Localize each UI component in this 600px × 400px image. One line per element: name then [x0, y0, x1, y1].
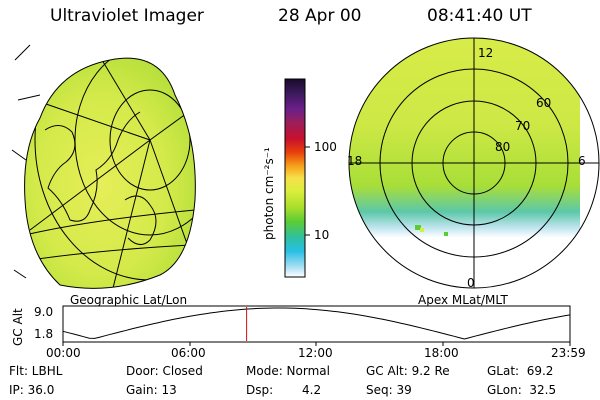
status-dsp-label: Dsp:: [246, 383, 274, 397]
x-tick-2359: 23:59: [551, 346, 586, 360]
altitude-curve: [62, 307, 571, 340]
altitude-ytick-bottom: 1.8: [34, 327, 54, 341]
colorbar-tick-10: 10: [314, 228, 330, 242]
status-door: Door: Closed: [126, 364, 203, 378]
mlt-label-12: 12: [478, 46, 494, 60]
x-tick-1800: 18:00: [424, 346, 459, 360]
status-glon: GLon: 32.5: [487, 383, 557, 397]
mlt-label-6: 6: [578, 154, 586, 168]
x-tick-0000: 00:00: [46, 346, 81, 360]
header-date: 28 Apr 00: [278, 6, 362, 26]
colorbar: [284, 78, 310, 278]
status-gc-alt: GC Alt: 9.2 Re: [366, 364, 450, 378]
mlat-label-60: 60: [536, 96, 552, 110]
auroral-emission-disk: [24, 58, 196, 289]
x-tick-1200: 12:00: [298, 346, 333, 360]
app-title: Ultraviolet Imager: [50, 6, 204, 26]
altitude-ytick-top: 9.0: [34, 305, 54, 319]
left-panel-caption: Geographic Lat/Lon: [70, 293, 188, 307]
mlt-label-18: 18: [347, 154, 363, 168]
status-ip: IP: 36.0: [9, 383, 55, 397]
colorbar-tick-100: 100: [314, 140, 337, 154]
mlat-label-70: 70: [515, 119, 531, 133]
status-filter: Flt: LBHL: [9, 364, 63, 378]
status-glat: GLat: 69.2: [487, 364, 554, 378]
right-panel-caption: Apex MLat/MLT: [418, 293, 508, 307]
status-gain: Gain: 13: [126, 383, 177, 397]
altitude-ylabel: GC Alt: [11, 308, 25, 346]
status-dsp-value: 4.2: [302, 383, 322, 397]
mlt-label-0: 0: [467, 276, 475, 290]
coastline-outline: [24, 57, 196, 289]
x-tick-0600: 06:00: [171, 346, 206, 360]
header-time: 08:41:40 UT: [427, 6, 532, 26]
status-mode: Mode: Normal: [246, 364, 330, 378]
mlat-label-80: 80: [495, 140, 511, 154]
status-seq: Seq: 39: [366, 383, 412, 397]
